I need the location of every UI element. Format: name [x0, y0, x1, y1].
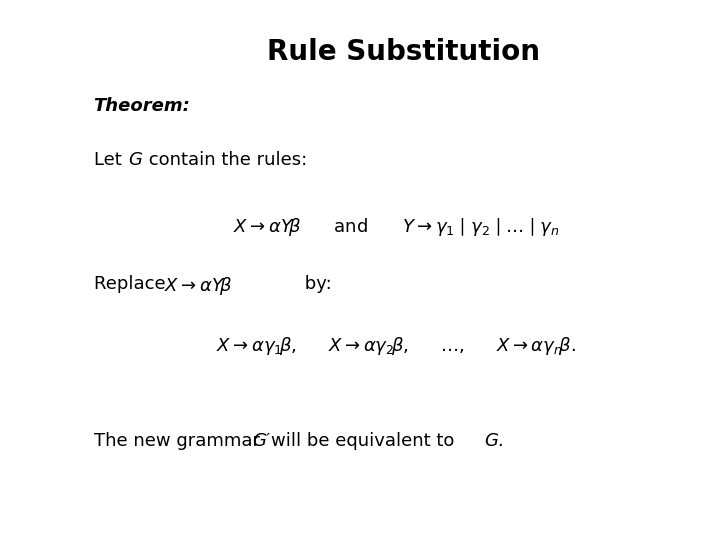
Text: $X \rightarrow \alpha\gamma_1\!\beta,$     $X \rightarrow \alpha\gamma_2\!\beta,: $X \rightarrow \alpha\gamma_1\!\beta,$ $… — [216, 335, 576, 357]
Text: G: G — [484, 432, 498, 450]
Text: G′: G′ — [252, 432, 270, 450]
Text: Let: Let — [94, 151, 127, 169]
Text: Theorem:: Theorem: — [94, 97, 191, 115]
Text: by:: by: — [299, 275, 331, 293]
Text: will be equivalent to: will be equivalent to — [271, 432, 460, 450]
Text: G: G — [128, 151, 142, 169]
Text: The new grammar: The new grammar — [94, 432, 266, 450]
Text: $X \rightarrow \alpha Y\!\beta$      and      $Y \rightarrow \gamma_1 \mid \gamm: $X \rightarrow \alpha Y\!\beta$ and $Y \… — [233, 216, 559, 238]
Text: .: . — [497, 432, 503, 450]
Text: contain the rules:: contain the rules: — [143, 151, 307, 169]
Text: Rule Substitution: Rule Substitution — [266, 38, 540, 66]
Text: $X \rightarrow \alpha Y\!\beta$: $X \rightarrow \alpha Y\!\beta$ — [164, 275, 233, 298]
Text: Replace: Replace — [94, 275, 171, 293]
